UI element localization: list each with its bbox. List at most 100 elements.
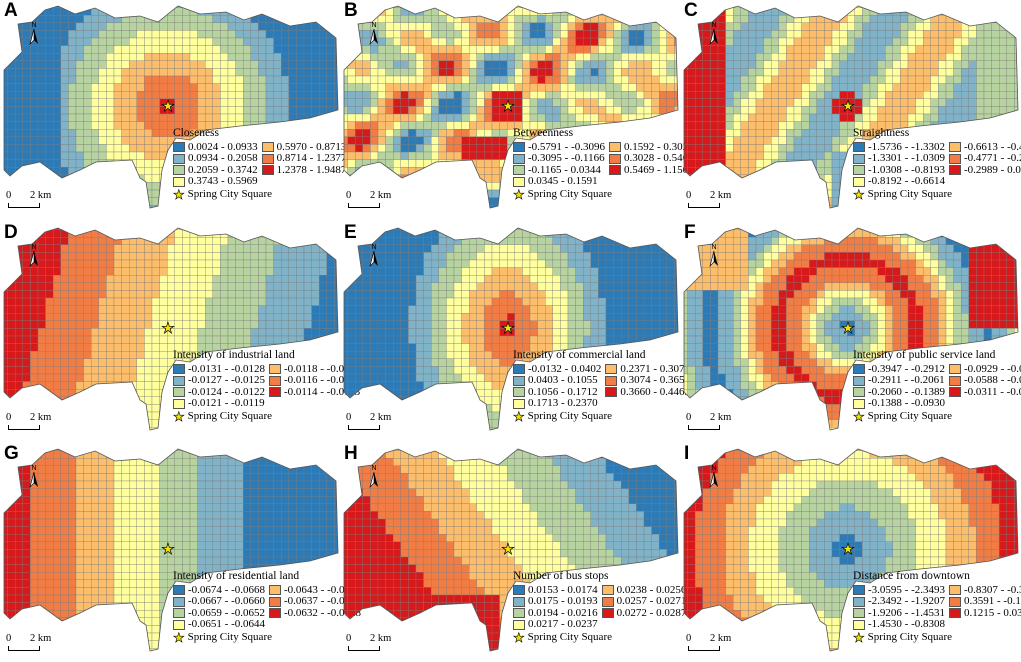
legend-item: 0.2059 - 0.3742 (173, 164, 258, 177)
grid-cell (235, 290, 244, 299)
grid-cell (605, 75, 614, 84)
grid-cell (7, 91, 16, 99)
grid-cell (824, 91, 833, 99)
grid-cell (7, 305, 16, 314)
legend-label: 0.0934 - 0.2058 (188, 152, 258, 164)
grid-cell (1014, 15, 1018, 23)
grid-cell (311, 60, 320, 69)
grid-cell (136, 197, 145, 206)
scale-zero-label: 0 (6, 190, 12, 201)
grid-cell (151, 37, 160, 46)
grid-cell (75, 373, 84, 382)
grid-cell (121, 144, 130, 153)
grid-cell (113, 366, 122, 375)
grid-cell (824, 205, 833, 208)
grid-cell (567, 6, 576, 8)
grid-cell (7, 297, 16, 306)
grid-cell (613, 30, 622, 39)
grid-cell (461, 75, 470, 84)
grid-cell (45, 275, 54, 283)
grid-cell (189, 228, 198, 230)
grid-cell (129, 259, 137, 268)
grid-cell (136, 68, 145, 77)
grid-cell (22, 159, 31, 168)
grid-cell (763, 22, 772, 31)
legend-item: 0.8714 - 1.2377 (261, 152, 346, 165)
grid-cell (15, 351, 23, 359)
grid-cell (83, 358, 92, 367)
grid-cell (334, 305, 338, 314)
grid-cell (91, 182, 99, 191)
grid-cell (205, 259, 213, 268)
grid-cell (469, 7, 477, 16)
grid-cell (809, 205, 817, 208)
grid-cell (438, 98, 447, 107)
grid-cell (961, 45, 969, 54)
grid-cell (53, 22, 61, 31)
grid-cell (250, 30, 259, 39)
grid-cell (22, 174, 31, 183)
grid-cell (129, 252, 137, 261)
grid-cell (91, 121, 99, 130)
grid-cell (205, 83, 213, 92)
grid-cell (733, 53, 741, 61)
grid-cell (175, 213, 183, 220)
grid-cell (83, 45, 92, 54)
grid-cell (220, 297, 229, 306)
grid-cell (136, 91, 145, 99)
grid-cell (907, 37, 916, 46)
grid-cell (75, 189, 84, 198)
grid-cell (862, 37, 871, 46)
grid-cell (431, 129, 439, 137)
grid-cell (37, 144, 46, 153)
grid-cell (415, 144, 424, 153)
grid-cell (710, 53, 719, 61)
grid-cell (755, 197, 764, 206)
grid-cell (273, 45, 282, 54)
grid-cell (205, 7, 213, 16)
grid-cell (748, 159, 757, 168)
grid-cell (847, 37, 855, 46)
grid-cell (68, 30, 77, 39)
grid-cell (113, 197, 122, 206)
grid-cell (91, 189, 99, 198)
grid-cell (136, 252, 145, 261)
grid-cell (182, 113, 191, 122)
grid-cell (461, 174, 470, 183)
grid-cell (499, 30, 508, 39)
grid-cell (545, 68, 553, 77)
grid-cell (968, 6, 977, 8)
north-arrow-icon: N (29, 22, 38, 46)
grid-cell (311, 267, 320, 276)
grid-cell (182, 205, 191, 208)
grid-cell (182, 30, 191, 39)
grid-cell (771, 98, 779, 107)
grid-cell (423, 15, 432, 23)
grid-cell (83, 244, 92, 253)
grid-cell (136, 373, 145, 382)
grid-cell (98, 244, 107, 253)
scale-distance-label: 2 km (710, 190, 732, 201)
grid-cell (265, 6, 274, 8)
grid-cell (174, 229, 183, 238)
grid-cell (53, 60, 61, 69)
grid-cell (968, 30, 977, 39)
grid-cell (598, 22, 607, 31)
grid-cell (258, 275, 267, 283)
grid-cell (725, 106, 734, 115)
legend-item: 0.0345 - 0.1591 (513, 175, 605, 188)
grid-cell (235, 75, 244, 84)
grid-cell (159, 113, 168, 122)
grid-cell (778, 113, 787, 122)
grid-cell (60, 381, 69, 390)
grid-cell (15, 174, 23, 183)
grid-cell (243, 98, 251, 107)
grid-cell (319, 45, 327, 54)
grid-cell (423, 167, 432, 175)
grid-cell (684, 45, 688, 54)
grid-cell (839, 53, 848, 61)
grid-cell (144, 98, 153, 107)
grid-cell (235, 297, 244, 306)
grid-cell (393, 159, 401, 168)
grid-cell (537, 83, 546, 92)
